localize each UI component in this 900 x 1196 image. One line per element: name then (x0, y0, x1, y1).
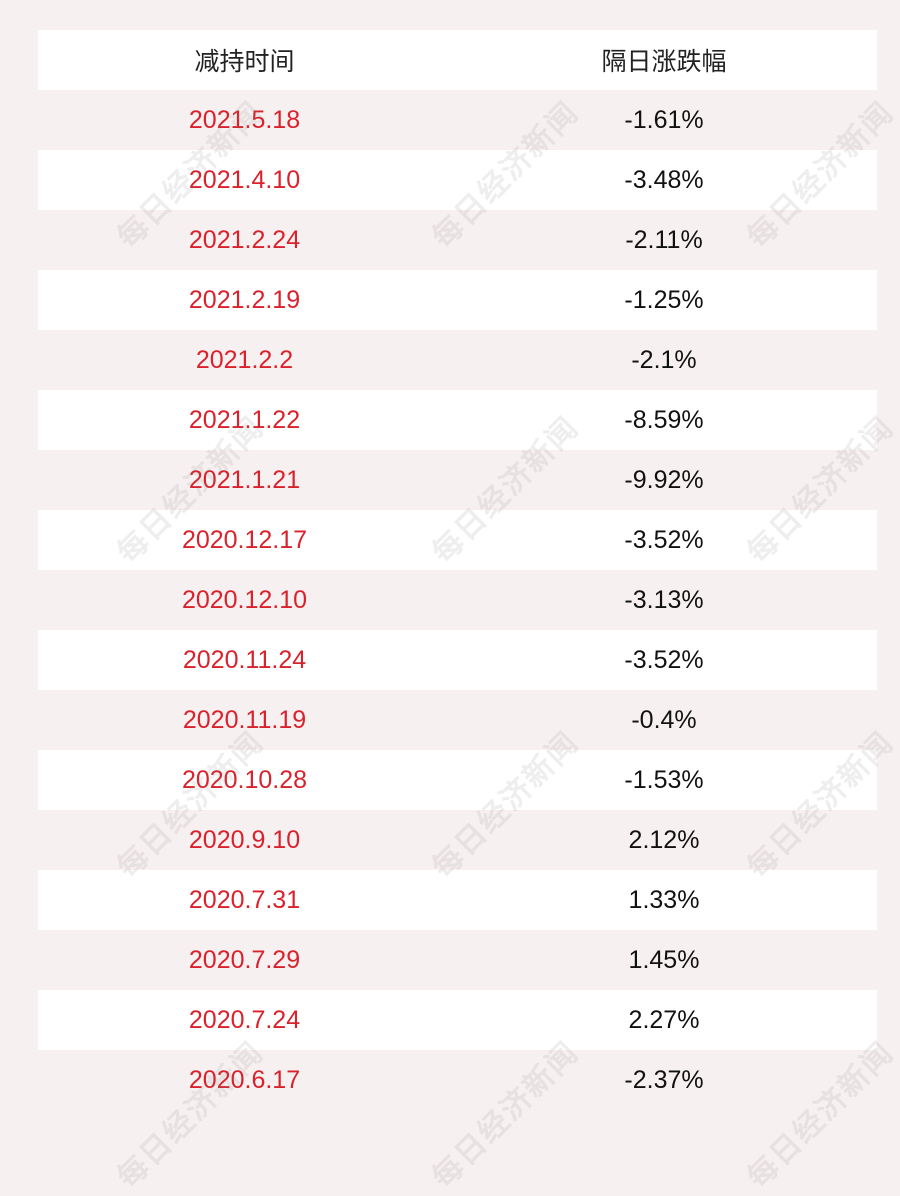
date-cell: 2020.11.19 (182, 705, 307, 734)
table-row: 2020.12.17 -3.52% (38, 510, 877, 570)
change-cell: -9.92% (624, 465, 704, 494)
date-cell: 2021.1.21 (188, 465, 301, 494)
date-cell: 2020.10.28 (181, 765, 308, 794)
table-row: 2021.1.22 -8.59% (38, 390, 877, 450)
date-cell: 2021.2.24 (188, 225, 301, 254)
change-cell: 1.33% (628, 885, 700, 914)
table-row: 2020.6.17 -2.37% (38, 1050, 877, 1110)
table-header-row: 减持时间 隔日涨跌幅 (38, 30, 877, 90)
table-row: 2021.5.18 -1.61% (38, 90, 877, 150)
change-cell: -8.59% (624, 405, 704, 434)
reduction-table: 减持时间 隔日涨跌幅 2021.5.18 -1.61% 2021.4.10 -3… (38, 30, 877, 1110)
table-row: 2020.11.19 -0.4% (38, 690, 877, 750)
table-row: 2021.2.2 -2.1% (38, 330, 877, 390)
change-cell: -3.52% (624, 645, 704, 674)
table-row: 2021.1.21 -9.92% (38, 450, 877, 510)
date-cell: 2020.12.10 (181, 585, 308, 614)
table-row: 2021.4.10 -3.48% (38, 150, 877, 210)
date-cell: 2021.5.18 (188, 105, 301, 134)
header-change: 隔日涨跌幅 (601, 47, 727, 76)
date-cell: 2020.11.24 (182, 645, 307, 674)
change-cell: -2.1% (631, 345, 697, 374)
date-cell: 2020.12.17 (181, 525, 308, 554)
change-cell: -3.48% (624, 165, 704, 194)
change-cell: 2.12% (628, 825, 700, 854)
change-cell: 2.27% (628, 1005, 700, 1034)
table-row: 2020.12.10 -3.13% (38, 570, 877, 630)
change-cell: -3.13% (624, 585, 704, 614)
date-cell: 2020.9.10 (188, 825, 301, 854)
table-row: 2020.10.28 -1.53% (38, 750, 877, 810)
change-cell: -2.37% (624, 1065, 704, 1094)
date-cell: 2020.7.24 (188, 1005, 301, 1034)
table-row: 2021.2.24 -2.11% (38, 210, 877, 270)
table-row: 2020.9.10 2.12% (38, 810, 877, 870)
date-cell: 2020.6.17 (188, 1065, 301, 1094)
table-row: 2020.7.29 1.45% (38, 930, 877, 990)
date-cell: 2021.2.19 (188, 285, 301, 314)
date-cell: 2021.4.10 (188, 165, 301, 194)
change-cell: -2.11% (625, 225, 703, 254)
change-cell: 1.45% (628, 945, 700, 974)
change-cell: -1.61% (624, 105, 704, 134)
date-cell: 2021.1.22 (188, 405, 301, 434)
table-row: 2021.2.19 -1.25% (38, 270, 877, 330)
date-cell: 2020.7.31 (188, 885, 301, 914)
change-cell: -1.25% (624, 285, 704, 314)
table-row: 2020.7.31 1.33% (38, 870, 877, 930)
table-row: 2020.7.24 2.27% (38, 990, 877, 1050)
change-cell: -0.4% (631, 705, 697, 734)
date-cell: 2021.2.2 (195, 345, 294, 374)
change-cell: -1.53% (624, 765, 704, 794)
table-row: 2020.11.24 -3.52% (38, 630, 877, 690)
change-cell: -3.52% (624, 525, 704, 554)
header-date: 减持时间 (194, 47, 295, 76)
date-cell: 2020.7.29 (188, 945, 301, 974)
